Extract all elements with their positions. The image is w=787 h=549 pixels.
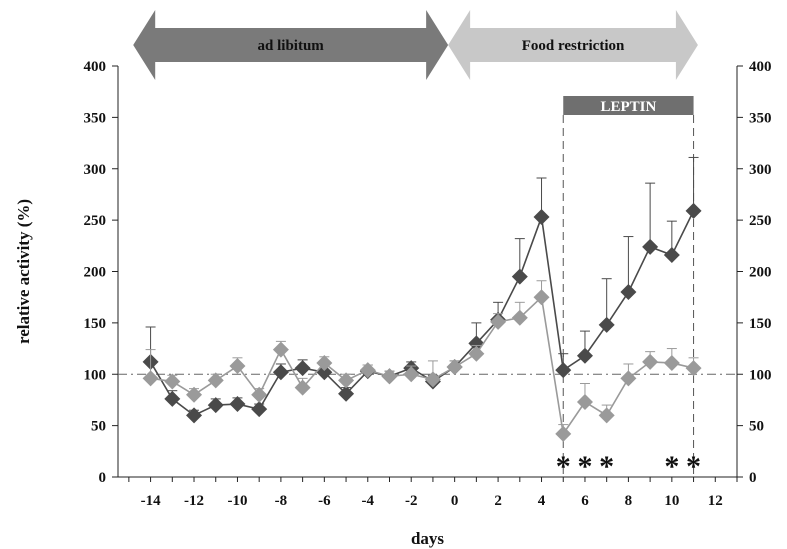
data-point [642,238,659,255]
y-tick-label-left: 250 [84,213,107,229]
y-tick-label-left: 150 [84,316,107,332]
phase-arrow-0 [133,10,449,80]
data-point [186,407,203,424]
x-tick-label: -6 [318,493,331,509]
y-tick-label-right: 250 [749,213,772,229]
significance-star: * [664,450,679,483]
data-point [164,390,181,407]
data-point [598,407,615,424]
data-point [207,372,224,389]
significance-star: * [556,450,571,483]
data-point [229,396,246,413]
y-tick-label-left: 50 [91,419,106,435]
y-axis-title: relative activity (%) [14,199,33,344]
data-point [533,209,550,226]
x-tick-label: -8 [275,493,288,509]
data-point [620,284,637,301]
data-point [424,371,441,388]
data-point [359,362,376,379]
data-point [446,359,463,376]
data-point [229,358,246,375]
phase-label-1: Food restriction [522,38,625,54]
y-tick-label-right: 350 [749,110,772,126]
data-point [576,347,593,364]
data-point [294,360,311,377]
y-tick-label-right: 150 [749,316,772,332]
data-point [555,362,572,379]
data-point [316,354,333,371]
data-point [186,386,203,403]
phase-arrow-1 [448,10,698,80]
treatment-label: LEPTIN [600,99,656,115]
series-1 [142,280,702,442]
data-point [251,401,268,418]
data-point [272,364,289,381]
data-point [403,366,420,383]
data-point [663,247,680,264]
y-tick-label-left: 100 [84,367,107,383]
data-point [294,379,311,396]
phase-label-0: ad libitum [258,38,325,54]
data-point [663,354,680,371]
data-point [164,373,181,390]
data-point [598,316,615,333]
data-point [338,385,355,402]
data-point [251,386,268,403]
data-point [620,370,637,387]
x-tick-label: 0 [451,493,459,509]
data-point [576,393,593,410]
data-point [490,313,507,330]
y-tick-label-right: 50 [749,419,764,435]
y-tick-label-right: 400 [749,59,772,75]
data-point [685,202,702,219]
y-tick-label-right: 300 [749,162,772,178]
data-point [381,368,398,385]
data-point [685,360,702,377]
series-line [149,210,695,417]
x-tick-label: 8 [625,493,633,509]
y-tick-label-left: 200 [84,265,107,281]
data-point [511,309,528,326]
x-tick-label: -4 [362,493,375,509]
x-tick-label: 2 [494,493,502,509]
x-tick-label: 4 [538,493,546,509]
treatment-bar [563,96,694,115]
y-tick-label-left: 350 [84,110,107,126]
data-point [555,425,572,442]
y-tick-label-right: 200 [749,265,772,281]
y-tick-label-left: 300 [84,162,107,178]
x-tick-label: -2 [405,493,418,509]
x-tick-label: 6 [581,493,589,509]
significance-star: * [599,450,614,483]
data-point [642,353,659,370]
x-axis-title: days [411,529,444,548]
x-tick-label: 10 [664,493,679,509]
significance-star: * [686,450,701,483]
y-tick-label-right: 100 [749,367,772,383]
data-point [533,289,550,306]
y-tick-label-right: 0 [749,470,757,486]
x-tick-label: -14 [141,493,161,509]
series-0 [142,156,702,424]
x-tick-label: -10 [227,493,247,509]
data-point [272,341,289,358]
significance-star: * [577,450,592,483]
x-tick-label: 12 [708,493,723,509]
y-tick-label-left: 400 [84,59,107,75]
y-tick-label-left: 0 [99,470,107,486]
data-point [468,345,485,362]
data-point [511,268,528,285]
data-point [338,372,355,389]
data-point [142,370,159,387]
data-point [207,397,224,414]
x-tick-label: -12 [184,493,204,509]
